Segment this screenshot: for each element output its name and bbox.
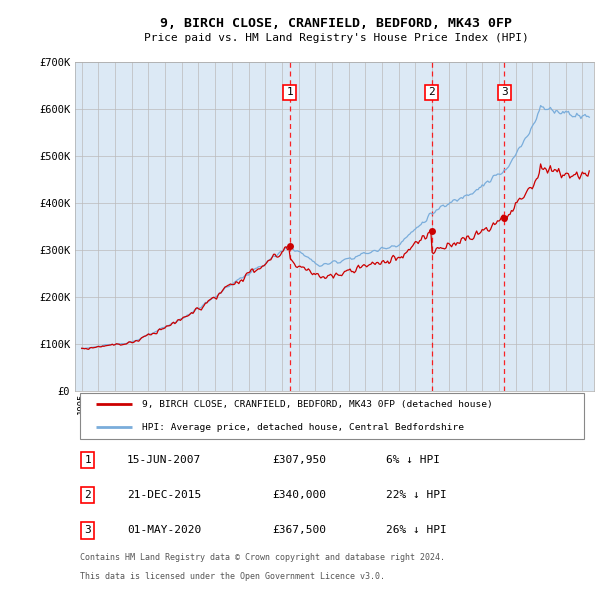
FancyBboxPatch shape <box>80 393 584 438</box>
Text: 9, BIRCH CLOSE, CRANFIELD, BEDFORD, MK43 0FP (detached house): 9, BIRCH CLOSE, CRANFIELD, BEDFORD, MK43… <box>142 400 493 409</box>
Text: 1: 1 <box>286 87 293 97</box>
Text: 01-MAY-2020: 01-MAY-2020 <box>127 526 201 535</box>
Text: 2: 2 <box>428 87 435 97</box>
Text: £307,950: £307,950 <box>272 455 326 466</box>
Text: 2: 2 <box>85 490 91 500</box>
Text: This data is licensed under the Open Government Licence v3.0.: This data is licensed under the Open Gov… <box>80 572 385 581</box>
Text: 6% ↓ HPI: 6% ↓ HPI <box>386 455 440 466</box>
Text: 22% ↓ HPI: 22% ↓ HPI <box>386 490 447 500</box>
Text: 15-JUN-2007: 15-JUN-2007 <box>127 455 201 466</box>
Text: Contains HM Land Registry data © Crown copyright and database right 2024.: Contains HM Land Registry data © Crown c… <box>80 553 445 562</box>
Text: £367,500: £367,500 <box>272 526 326 535</box>
Text: 3: 3 <box>85 526 91 535</box>
Text: £340,000: £340,000 <box>272 490 326 500</box>
Text: HPI: Average price, detached house, Central Bedfordshire: HPI: Average price, detached house, Cent… <box>142 422 464 432</box>
Text: 9, BIRCH CLOSE, CRANFIELD, BEDFORD, MK43 0FP: 9, BIRCH CLOSE, CRANFIELD, BEDFORD, MK43… <box>160 17 512 30</box>
Text: 3: 3 <box>501 87 508 97</box>
Text: 21-DEC-2015: 21-DEC-2015 <box>127 490 201 500</box>
Text: 1: 1 <box>85 455 91 466</box>
Text: 26% ↓ HPI: 26% ↓ HPI <box>386 526 447 535</box>
Text: Price paid vs. HM Land Registry's House Price Index (HPI): Price paid vs. HM Land Registry's House … <box>143 34 529 43</box>
